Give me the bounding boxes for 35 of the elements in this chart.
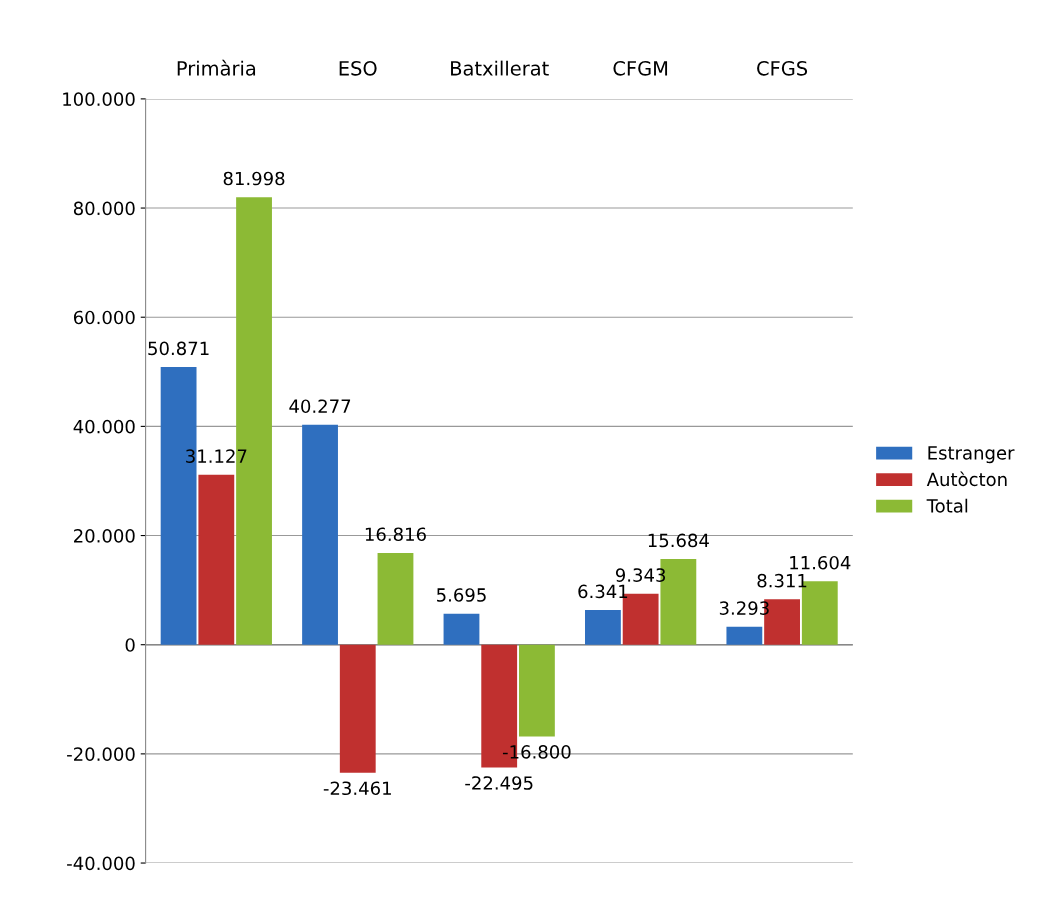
x-tick-label: Batxillerat [451,60,549,76]
data-label: 15.684 [648,533,709,548]
bar [339,644,376,773]
legend-label: Estranger [928,446,1015,464]
legend-label: Total [926,498,968,513]
y-tick-label: 40.000 [73,419,135,434]
data-label: 8.311 [757,573,807,588]
data-label: -22.495 [465,776,533,790]
data-label: 50.871 [148,341,209,356]
x-tick-label: Primària [177,59,256,76]
bar [726,626,763,645]
data-label: 5.695 [437,588,486,602]
y-tick-label: 20.000 [74,529,135,543]
x-tick-label: CFGM [613,60,668,76]
data-label: 81.998 [223,171,285,186]
data-label: 6.341 [578,584,628,599]
data-label: 16.816 [365,527,426,542]
bar [198,474,235,645]
bar [443,613,480,645]
data-label: -23.461 [323,781,391,796]
y-tick-label: -40.000 [67,856,135,871]
y-tick-label: 60.000 [73,310,135,325]
y-tick-label: 100.000 [63,92,135,107]
bar [585,610,621,645]
bar [302,424,338,645]
y-tick-label: 80.000 [73,201,135,216]
legend-label: Autòcton [926,471,1007,487]
data-label: 11.604 [790,555,851,570]
bar [519,644,555,737]
y-tick-label: 0 [125,638,135,652]
data-label: 40.277 [289,399,351,414]
x-tick-label: CFGS [757,60,808,76]
y-tick-label: -20.000 [67,747,135,761]
x-tick-label: ESO [339,60,377,76]
bar [377,552,414,645]
